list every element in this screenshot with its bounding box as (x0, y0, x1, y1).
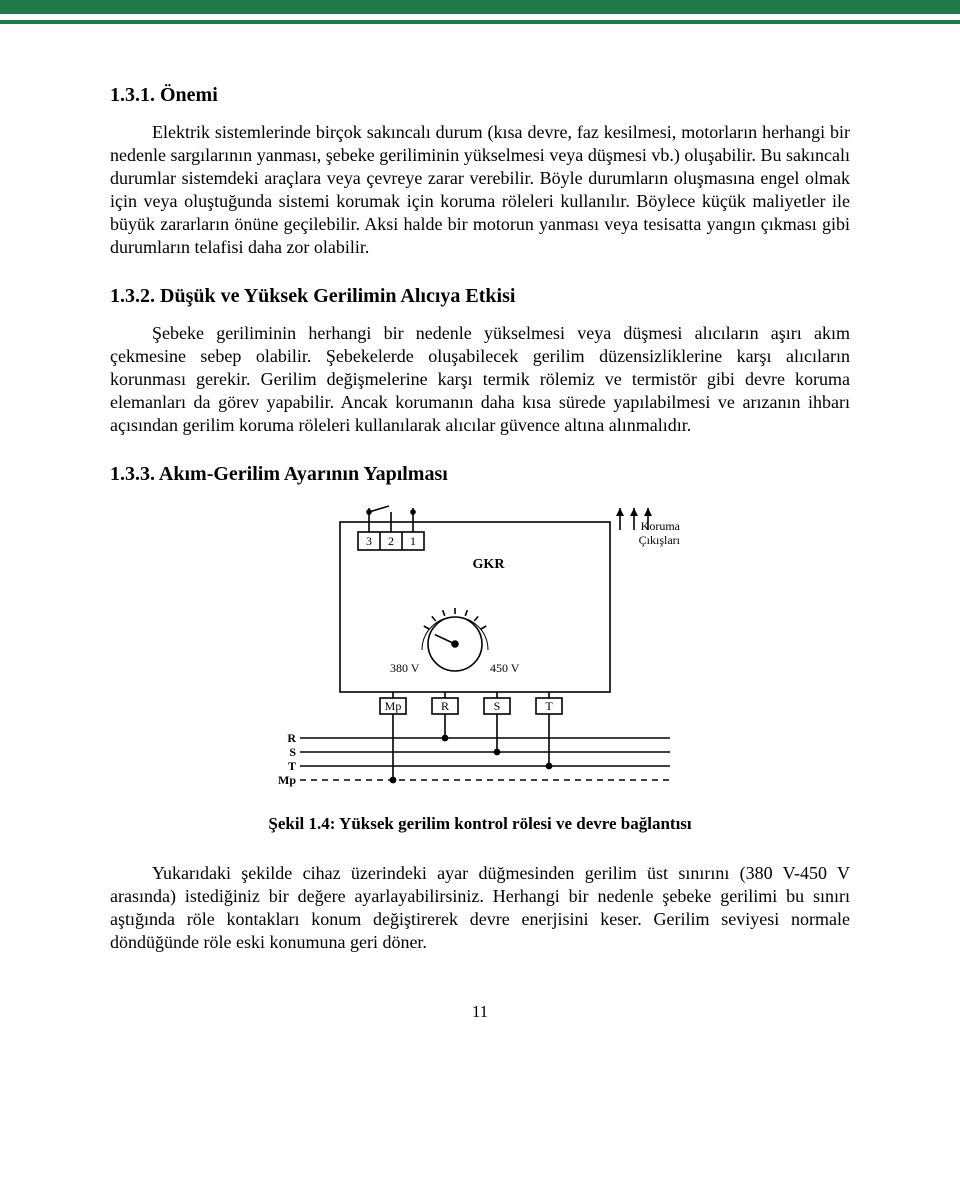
svg-text:Koruma: Koruma (641, 519, 681, 533)
section-num: 1.3.2. (110, 285, 155, 307)
paragraph-3: Yukarıdaki şekilde cihaz üzerindeki ayar… (110, 862, 850, 954)
svg-text:S: S (289, 745, 296, 759)
svg-text:R: R (287, 731, 296, 745)
svg-text:2: 2 (388, 534, 394, 548)
page-content: 1.3.1. Önemi Elektrik sistemlerinde birç… (0, 84, 960, 1082)
svg-text:1: 1 (410, 534, 416, 548)
section-title: Önemi (160, 84, 218, 106)
circuit-diagram: 321GKRKorumaÇıkışları380 V450 VMpRSTRSTM… (270, 504, 690, 804)
figure-1-4: 321GKRKorumaÇıkışları380 V450 VMpRSTRSTM… (110, 504, 850, 852)
svg-text:R: R (441, 699, 449, 713)
svg-text:T: T (545, 699, 553, 713)
paragraph-2: Şebeke geriliminin herhangi bir nedenle … (110, 322, 850, 437)
figure-caption: Şekil 1.4: Yüksek gerilim kontrol rölesi… (268, 814, 691, 834)
section-title: Düşük ve Yüksek Gerilimin Alıcıya Etkisi (160, 285, 515, 307)
svg-text:Çıkışları: Çıkışları (639, 533, 681, 547)
section-heading-3: 1.3.3. Akım-Gerilim Ayarının Yapılması (110, 463, 850, 486)
paragraph-1: Elektrik sistemlerinde birçok sakıncalı … (110, 121, 850, 259)
header-thin-bar (0, 20, 960, 24)
svg-text:450 V: 450 V (490, 661, 520, 675)
svg-text:S: S (494, 699, 501, 713)
section-heading-2: 1.3.2. Düşük ve Yüksek Gerilimin Alıcıya… (110, 285, 850, 308)
section-heading-1: 1.3.1. Önemi (110, 84, 850, 107)
svg-text:T: T (288, 759, 296, 773)
section-num: 1.3.3. (110, 463, 155, 485)
section-num: 1.3.1. (110, 84, 155, 106)
svg-text:Mp: Mp (278, 773, 296, 787)
page-number: 11 (110, 1002, 850, 1022)
svg-text:Mp: Mp (385, 699, 402, 713)
section-title: Akım-Gerilim Ayarının Yapılması (159, 463, 448, 485)
svg-text:GKR: GKR (473, 557, 506, 572)
header-bar (0, 0, 960, 14)
svg-text:380 V: 380 V (390, 661, 420, 675)
svg-text:3: 3 (366, 534, 372, 548)
